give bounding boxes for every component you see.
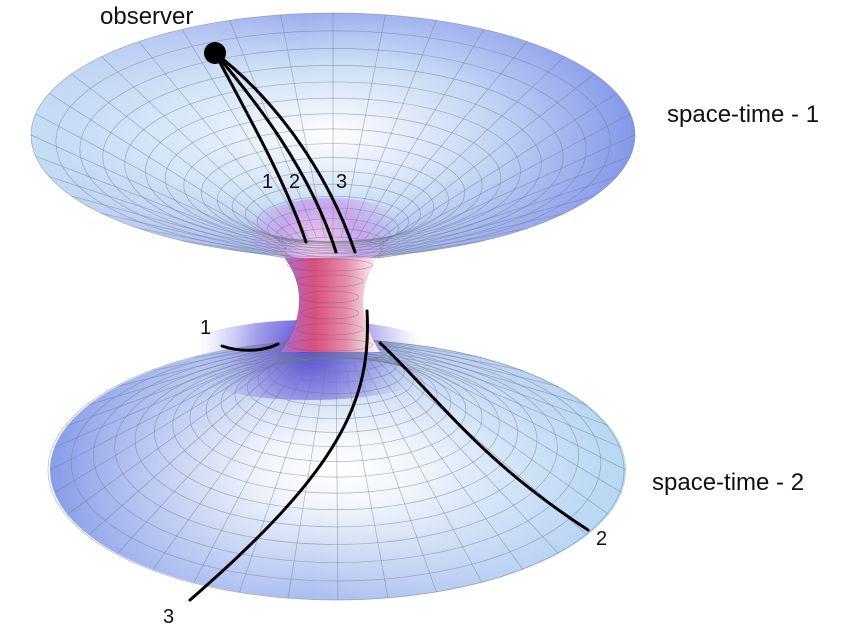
path-2-lower xyxy=(378,341,590,532)
observer-label: observer xyxy=(100,3,193,30)
path-number-3-top: 3 xyxy=(336,171,347,193)
observer-point xyxy=(204,42,226,64)
wormhole-throat xyxy=(279,257,380,353)
path-1-upper xyxy=(213,51,308,244)
spacetime-1-grid xyxy=(30,12,636,264)
path-number-2-top: 2 xyxy=(289,171,300,193)
spacetime-1-label: space-time - 1 xyxy=(667,101,819,128)
path-number-1-top: 1 xyxy=(262,171,273,193)
spacetime-2-label: space-time - 2 xyxy=(652,469,804,496)
geodesic-paths xyxy=(188,51,590,602)
path-number-3-bottom: 3 xyxy=(163,606,174,628)
path-3-lower xyxy=(188,309,369,602)
path-1-lower xyxy=(220,342,280,352)
path-number-2-bottom: 2 xyxy=(596,528,607,550)
spacetime-1-surface xyxy=(30,12,636,264)
path-3-upper xyxy=(213,51,357,254)
spacetime-2-surface xyxy=(47,320,627,601)
path-2-upper xyxy=(213,51,338,254)
path-number-1-bottom: 1 xyxy=(200,317,211,339)
